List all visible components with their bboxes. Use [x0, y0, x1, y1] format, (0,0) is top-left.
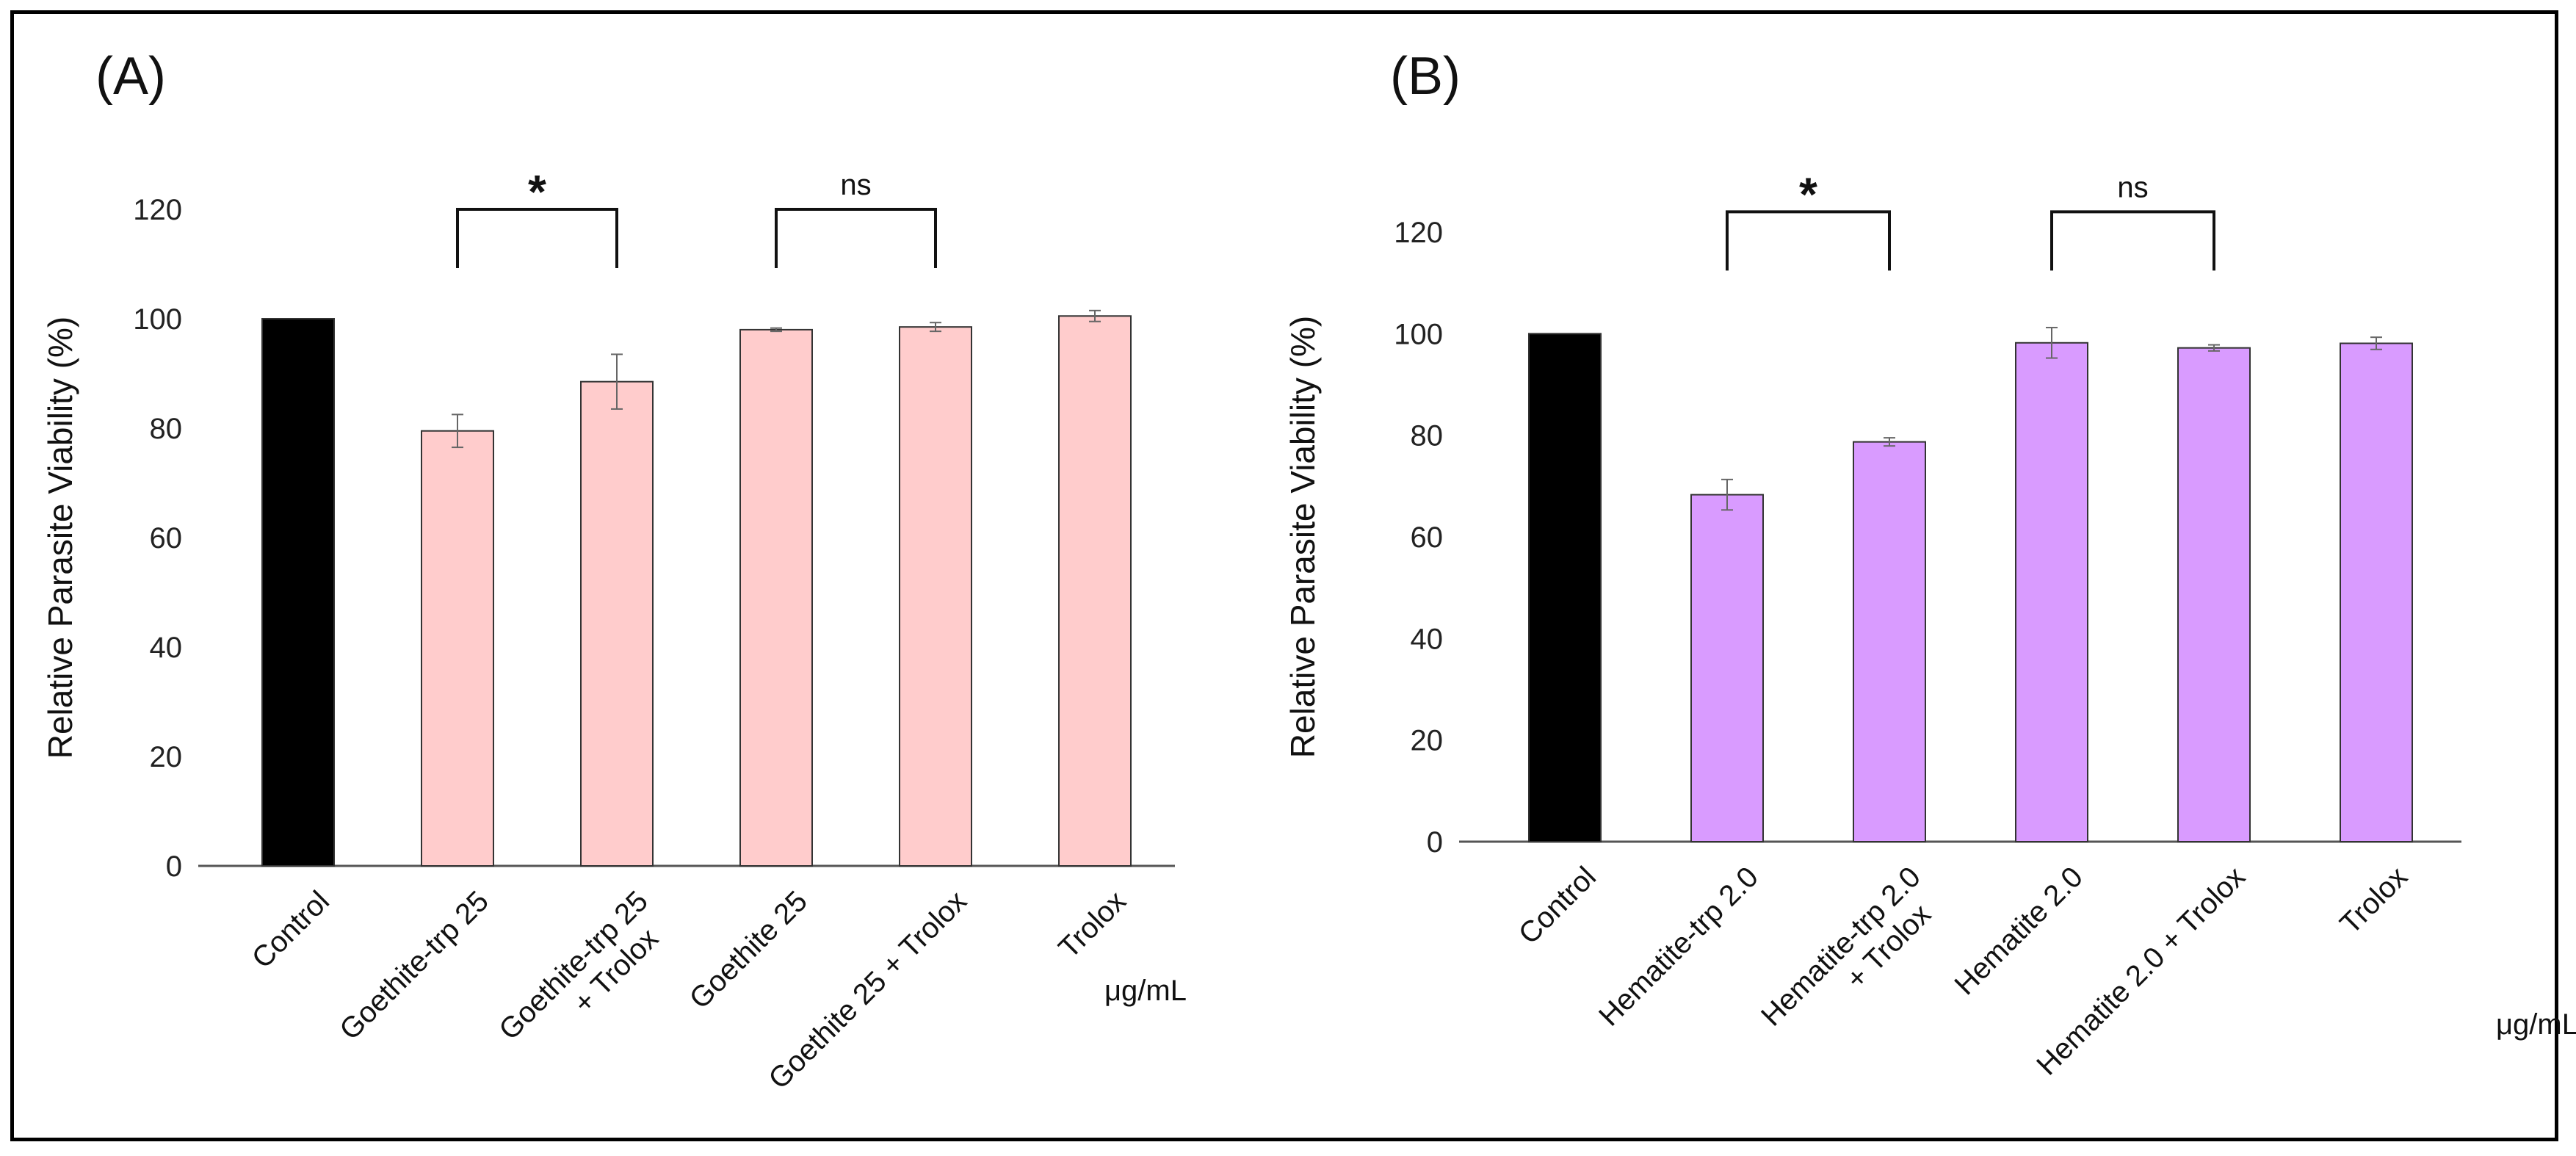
y-tick-label: 20: [150, 741, 183, 773]
significance-bracket: [1726, 210, 1891, 271]
significance-label: *: [528, 165, 546, 218]
y-tick-label: 80: [1411, 420, 1444, 452]
significance-label: ns: [840, 169, 871, 201]
y-tick-label: 120: [1394, 217, 1443, 249]
x-tick-label: Trolox: [1052, 885, 1132, 965]
x-tick-label-line: Goethite 25: [684, 885, 814, 1015]
y-tick-label: 0: [1427, 826, 1443, 859]
x-tick-label-line: Control: [1513, 861, 1602, 950]
x-tick-label-line: Trolox: [1052, 885, 1132, 965]
y-tick-label: 100: [133, 303, 182, 336]
bar: [2015, 342, 2088, 842]
x-tick-label: Hematite-trp 2.0: [1593, 861, 1765, 1033]
y-tick-label: 60: [150, 522, 183, 554]
unit-label-b: μg/mL: [2496, 1008, 2576, 1041]
bar: [1853, 441, 1926, 842]
x-tick-label-line: Trolox: [2334, 861, 2414, 941]
y-tick-label: 40: [150, 632, 183, 664]
bar: [580, 380, 654, 867]
y-tick-label: 20: [1411, 725, 1444, 757]
y-tick-label: 100: [1394, 318, 1443, 350]
x-tick-label: Goethite-trp 25+ Trolox: [493, 885, 678, 1070]
panel-label-a: (A): [95, 47, 166, 106]
bar: [2340, 342, 2413, 843]
significance-bracket: [2050, 210, 2215, 271]
bar: [739, 328, 813, 867]
y-tick-label: 0: [166, 850, 182, 883]
x-tick-label: Goethite-trp 25: [333, 885, 495, 1047]
x-tick-label: Hematite 2.0: [1949, 861, 2089, 1001]
y-axis-title-b: Relative Parasite Viability (%): [1284, 316, 1322, 759]
x-tick-label-line: Hematite 2.0: [1949, 861, 2089, 1001]
significance-label: *: [1799, 167, 1817, 220]
x-tick-label: Hematite-trp 2.0+ Trolox: [1755, 861, 1950, 1056]
x-tick-label: Control: [246, 885, 336, 975]
chart-panel-b: (B) Relative Parasite Viability (%) 0 20 40 6…: [1284, 47, 2576, 1082]
y-axis-title-a: Relative Parasite Viability (%): [41, 317, 79, 759]
x-tick-label: Control: [1513, 861, 1602, 950]
bar: [421, 430, 494, 867]
y-tick-label: 60: [1411, 521, 1444, 554]
y-tick-label: 40: [1411, 623, 1444, 655]
bar: [2177, 347, 2251, 842]
significance-bracket: [456, 208, 618, 268]
bar: [1528, 333, 1602, 843]
bar: [899, 326, 972, 867]
y-tick-label: 80: [150, 413, 183, 445]
bar: [1058, 315, 1132, 867]
panel-label-b: (B): [1390, 47, 1461, 106]
x-tick-label-line: Hematite-trp 2.0: [1593, 861, 1765, 1033]
bar: [1690, 494, 1764, 842]
x-tick-label-line: Control: [246, 885, 336, 975]
significance-label: ns: [2117, 171, 2148, 203]
x-tick-label: Goethite 25: [684, 885, 814, 1015]
unit-label-a: μg/mL: [1104, 975, 1187, 1007]
bar: [261, 318, 335, 867]
x-tick-label-line: Goethite-trp 25: [333, 885, 495, 1047]
significance-bracket: [775, 208, 937, 268]
chart-panel-a: (A) Relative Parasite Viability (%) 0 20 40 6…: [41, 47, 1187, 1095]
x-tick-label: Trolox: [2334, 861, 2414, 941]
figure-frame: [10, 10, 2558, 1141]
y-tick-label: 120: [133, 194, 182, 226]
